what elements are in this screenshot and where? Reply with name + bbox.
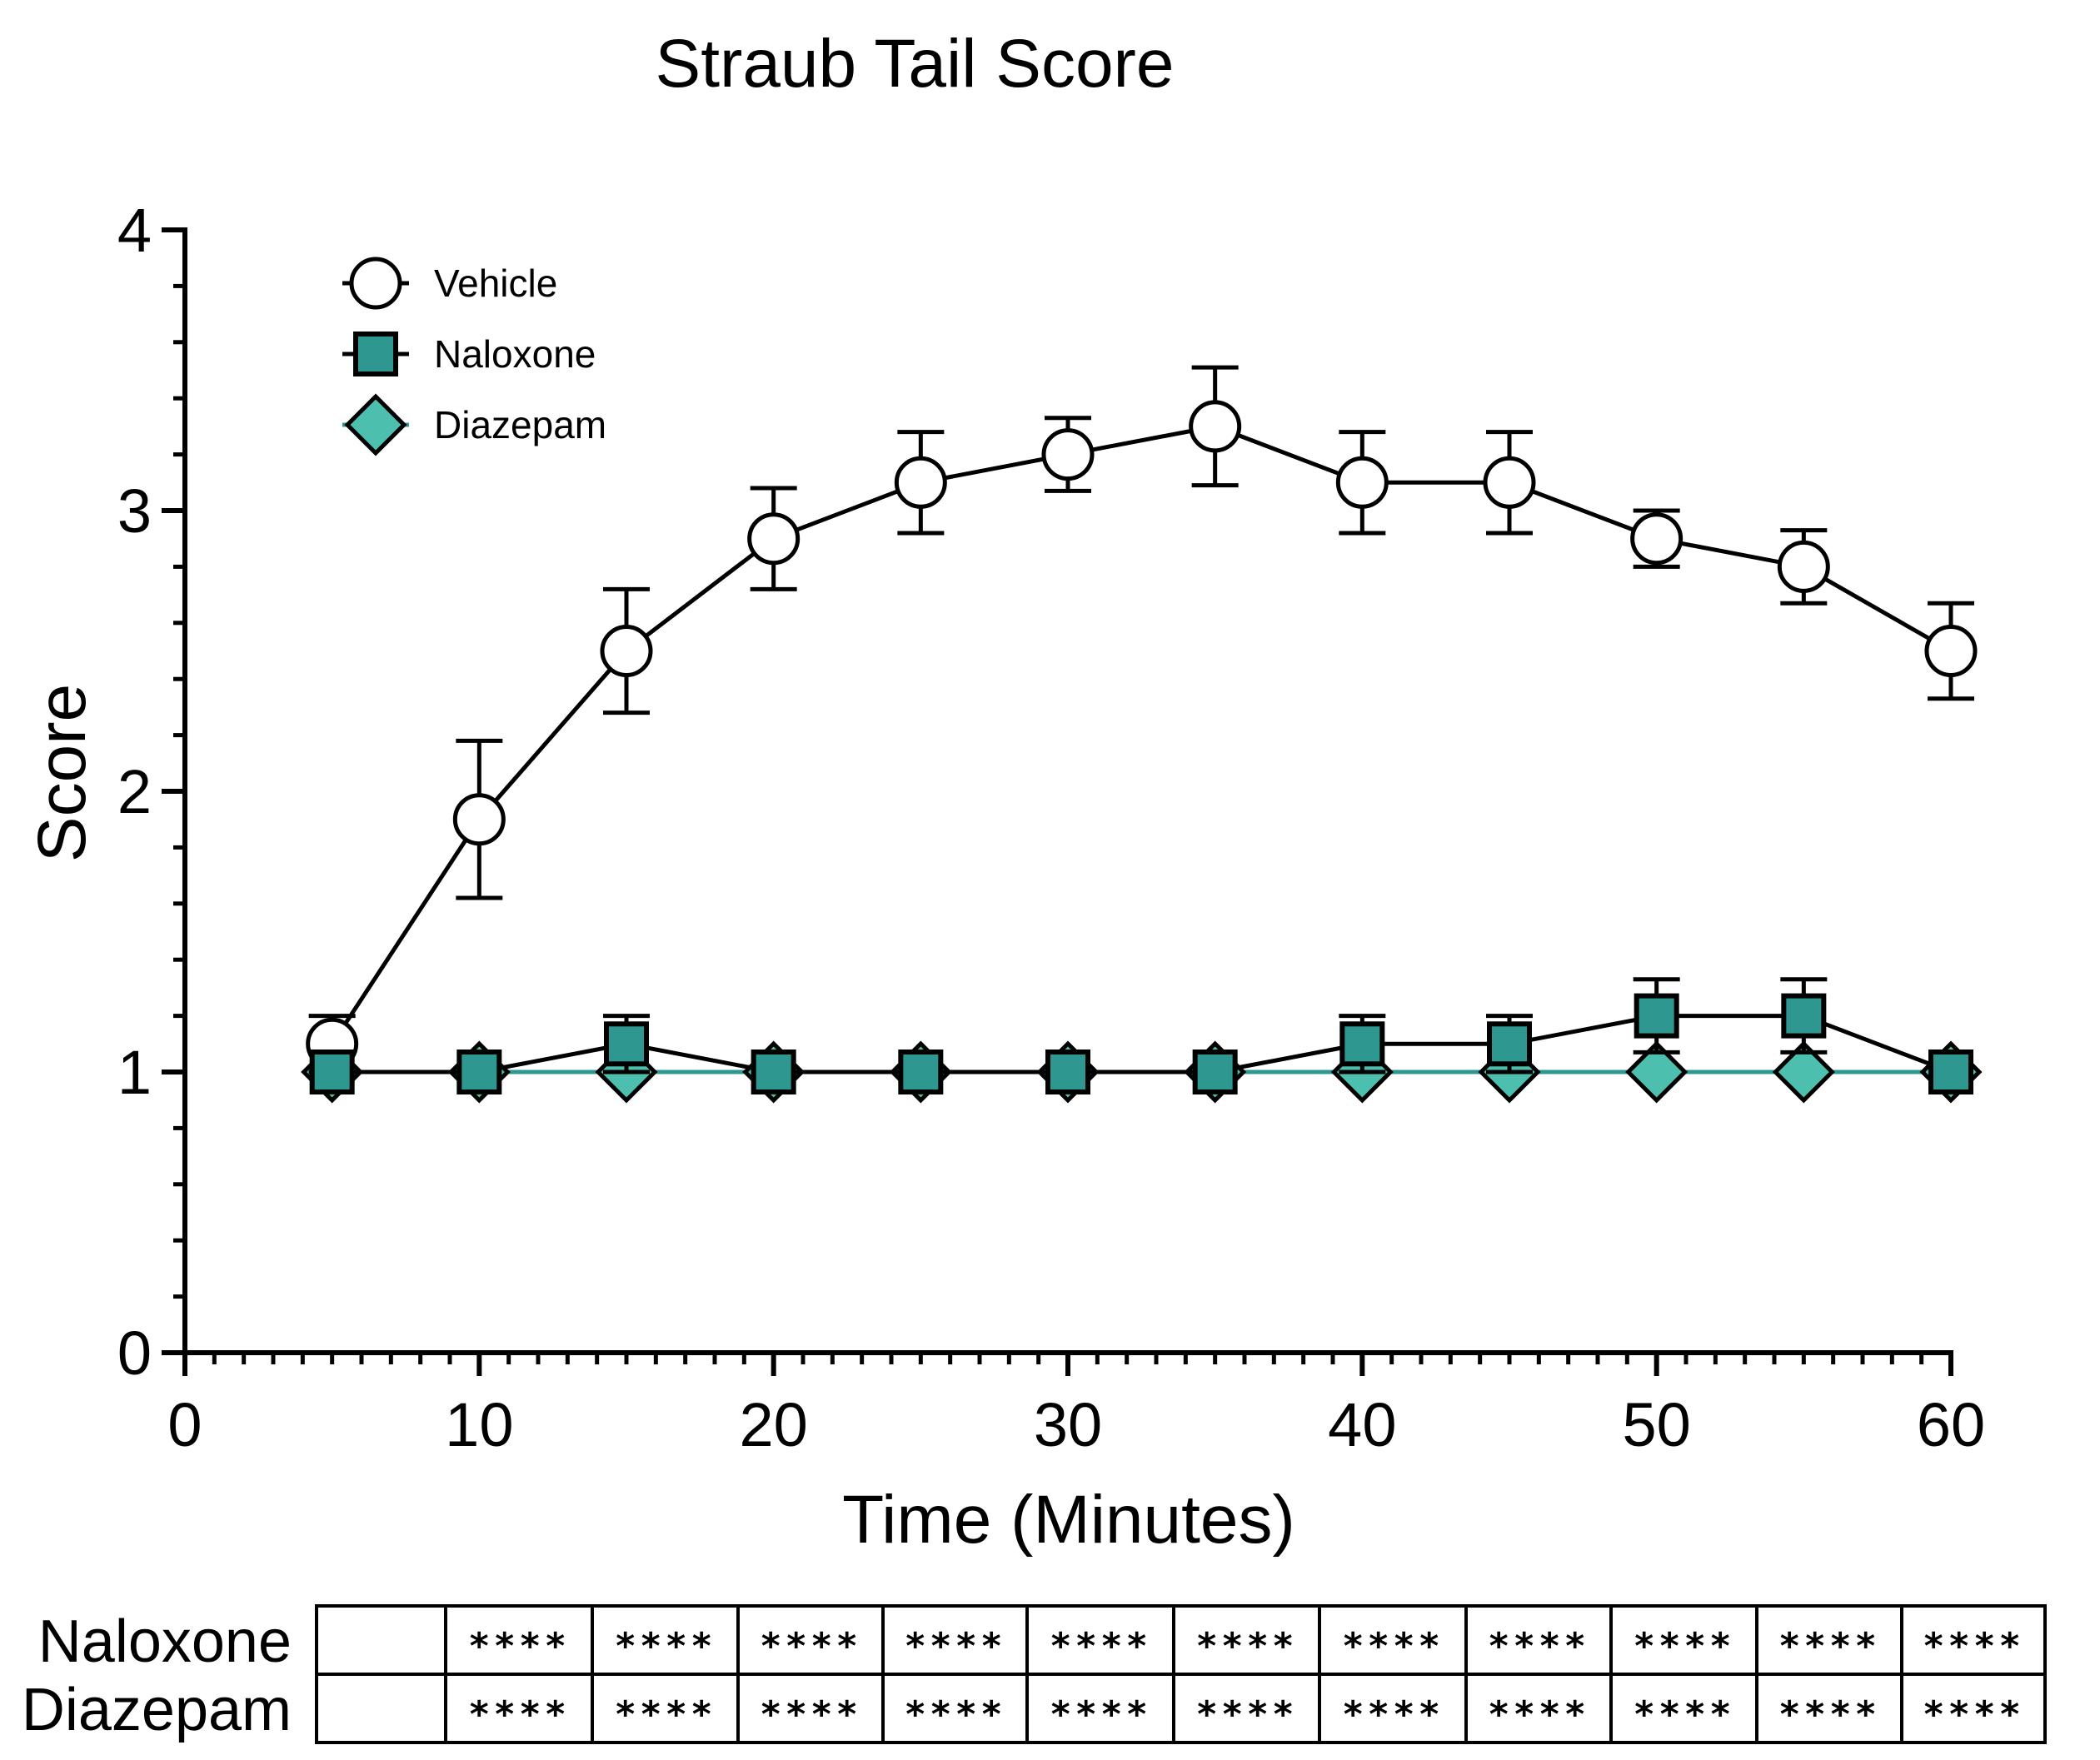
naloxone-marker	[456, 1050, 502, 1094]
x-tick-label: 20	[740, 1390, 808, 1459]
table-cell: ****	[1488, 1625, 1589, 1668]
vehicle-marker	[349, 257, 402, 310]
naloxone-marker	[1192, 1050, 1238, 1094]
table-cell: ****	[1923, 1693, 2024, 1736]
naloxone-marker	[751, 1050, 796, 1094]
vehicle-marker	[1189, 400, 1242, 453]
vehicle-line	[330, 424, 1953, 1045]
table-cell: ****	[1634, 1693, 1735, 1736]
table-cell: ****	[1342, 1625, 1444, 1668]
table-cell: ****	[1342, 1693, 1444, 1736]
plot-area	[301, 365, 1983, 1104]
legend: Vehicle Naloxone Diazepam	[342, 257, 606, 456]
y-tick-label: 3	[117, 476, 152, 546]
naloxone-marker	[309, 1050, 355, 1094]
diazepam-legend-label: Diazepam	[434, 403, 606, 446]
table-cell: ****	[905, 1693, 1006, 1736]
x-tick-label: 0	[167, 1390, 202, 1459]
y-tick-label: 4	[117, 196, 152, 265]
y-tick-label: 2	[117, 757, 152, 826]
vehicle-marker	[747, 512, 801, 566]
vehicle-marker	[452, 793, 506, 846]
vehicle-marker	[894, 456, 947, 509]
table-cell: ****	[1196, 1693, 1298, 1736]
table-cell: ****	[1050, 1625, 1151, 1668]
vehicle-legend-label: Vehicle	[434, 262, 557, 305]
significance-table: Naloxone **** **** **** **** **** **** **** ****…	[22, 1604, 2047, 1744]
vehicle-series	[306, 365, 1978, 1074]
vehicle-marker	[1335, 456, 1389, 509]
table-cell: ****	[468, 1693, 570, 1736]
table-cell: ****	[615, 1693, 716, 1736]
y-tick-label: 1	[117, 1038, 152, 1107]
x-tick-label: 40	[1328, 1390, 1396, 1459]
diazepam-marker	[1772, 1040, 1835, 1104]
table-cell: ****	[905, 1625, 1006, 1668]
y-axis-title: Score	[24, 684, 100, 862]
table-cell: ****	[1196, 1625, 1298, 1668]
naloxone-series	[309, 977, 1973, 1094]
x-tick-label: 60	[1917, 1390, 1985, 1459]
x-tick-label: 30	[1034, 1390, 1102, 1459]
vehicle-marker	[1777, 540, 1830, 593]
naloxone-marker	[898, 1050, 944, 1094]
naloxone-line	[332, 1014, 1952, 1074]
table-cell: ****	[1778, 1625, 1880, 1668]
table-cell: ****	[468, 1625, 570, 1668]
naloxone-marker	[353, 332, 398, 376]
y-tick-label: 0	[117, 1319, 152, 1388]
x-tick-label: 10	[445, 1390, 513, 1459]
diazepam-marker	[344, 393, 407, 456]
table-cell: ****	[1923, 1625, 2024, 1668]
vehicle-marker	[1041, 428, 1095, 481]
table-row-label: Naloxone	[38, 1608, 292, 1675]
table-cell: ****	[615, 1625, 716, 1668]
naloxone-marker	[604, 1021, 649, 1067]
table-cell: ****	[760, 1693, 861, 1736]
naloxone-marker	[1339, 1021, 1385, 1067]
table-cell: ****	[1778, 1693, 1880, 1736]
table-cell: ****	[1634, 1625, 1735, 1668]
table-row-label: Diazepam	[22, 1677, 292, 1743]
naloxone-marker	[1781, 993, 1827, 1039]
table-cell: ****	[1488, 1693, 1589, 1736]
naloxone-marker	[1928, 1050, 1973, 1094]
vehicle-marker	[600, 625, 653, 677]
table-cell: ****	[760, 1625, 861, 1668]
chart-title: Straub Tail Score	[656, 26, 1175, 102]
naloxone-marker	[1634, 993, 1679, 1039]
x-tick-label: 50	[1623, 1390, 1691, 1459]
naloxone-marker	[1045, 1050, 1090, 1094]
diazepam-marker	[1625, 1040, 1688, 1104]
vehicle-marker	[1630, 512, 1683, 566]
x-axis-title: Time (Minutes)	[842, 1482, 1295, 1558]
vehicle-marker	[1924, 625, 1978, 677]
table-cell: ****	[1050, 1693, 1151, 1736]
naloxone-legend-label: Naloxone	[434, 332, 596, 376]
naloxone-marker	[1487, 1021, 1532, 1067]
vehicle-marker	[1483, 456, 1536, 509]
